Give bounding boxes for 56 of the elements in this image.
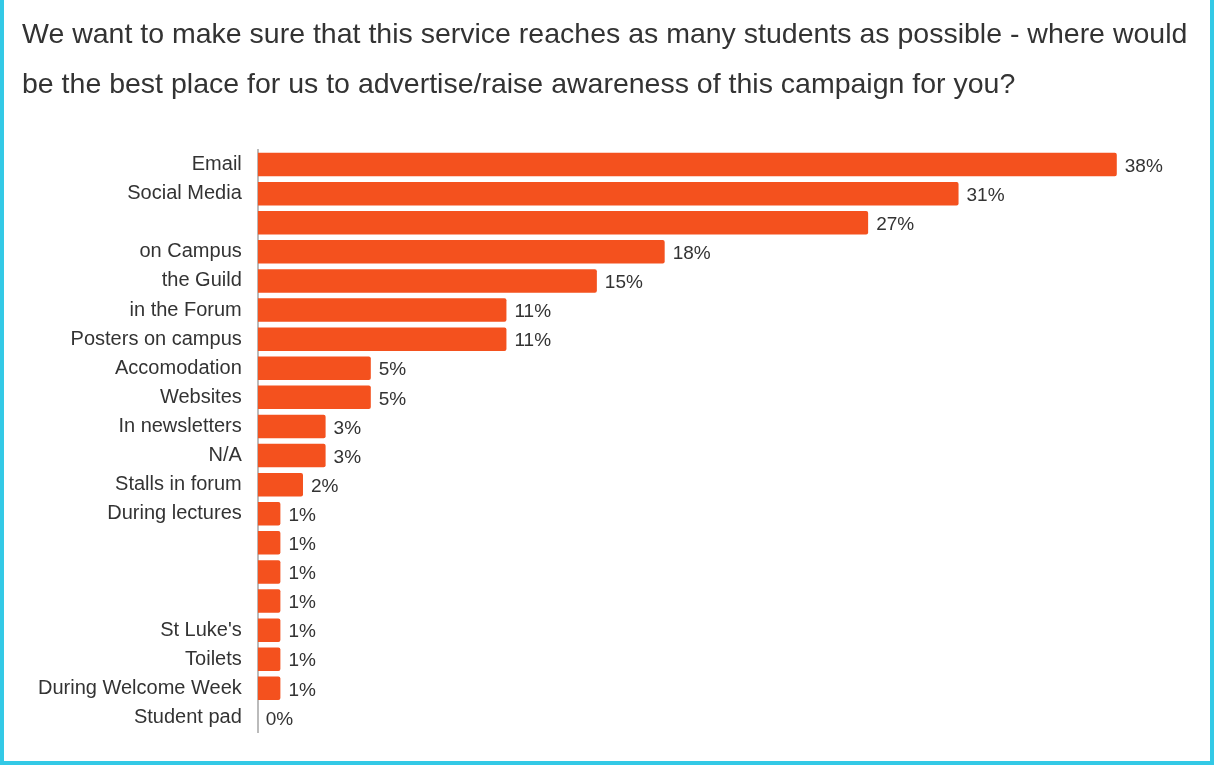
bar — [257, 589, 281, 613]
bar — [257, 472, 303, 497]
y-tick-label: Student pad — [133, 704, 242, 727]
bar — [257, 152, 1117, 177]
data-label: 5% — [378, 387, 407, 409]
data-label: 0% — [265, 707, 294, 729]
bar — [257, 385, 371, 410]
data-label: 11% — [514, 329, 552, 351]
data-label: 15% — [604, 271, 643, 293]
bar — [257, 414, 326, 439]
y-tick-label: Accomodation — [115, 355, 242, 378]
y-tick-label: in the Forum — [129, 297, 242, 320]
y-tick-label: the Guild — [161, 268, 242, 291]
y-tick-label: on Campus — [139, 239, 242, 262]
data-label: 3% — [333, 416, 362, 438]
data-label: 1% — [288, 678, 316, 700]
chart-title: We want to make sure that this service reaches as many students as possible - where would be the best place for us to advertise/raise awareness of this campaign for you? — [22, 16, 1189, 101]
y-tick-label: During lectures — [107, 501, 242, 524]
bar — [257, 211, 869, 235]
data-label: 1% — [288, 649, 316, 671]
bar — [257, 647, 281, 671]
y-tick-label: During Welcome Week — [38, 675, 243, 698]
data-label: 38% — [1124, 154, 1163, 176]
y-tick-label: In newsletters — [118, 413, 242, 436]
bar — [257, 560, 281, 584]
data-label: 5% — [378, 358, 407, 380]
data-label: 27% — [876, 212, 915, 234]
y-tick-label: Toilets — [185, 646, 242, 669]
y-tick-label: N/A — [208, 443, 243, 466]
bar — [257, 356, 371, 380]
bar — [257, 676, 281, 701]
bar — [257, 269, 597, 293]
data-label: 1% — [288, 503, 316, 525]
bar — [257, 618, 281, 642]
data-label: 1% — [288, 533, 316, 555]
y-tick-label: Websites — [159, 384, 242, 407]
data-label: 31% — [966, 183, 1005, 205]
data-label: 11% — [514, 300, 552, 322]
bar — [257, 240, 665, 264]
bar — [257, 443, 326, 468]
data-label: 2% — [310, 474, 339, 496]
bar — [257, 531, 281, 555]
y-tick-label: Email — [191, 152, 242, 175]
y-tick-label: Posters on campus — [70, 326, 242, 349]
data-label: 3% — [333, 445, 362, 467]
data-label: 18% — [672, 242, 711, 264]
y-tick-label: Social Media — [127, 181, 243, 204]
y-tick-label: Stalls in forum — [115, 472, 242, 495]
data-label: 1% — [288, 562, 316, 584]
y-tick-label: St Luke's — [160, 617, 242, 640]
bar — [257, 327, 507, 351]
data-label: 1% — [288, 591, 316, 613]
bar — [257, 298, 507, 322]
data-label: 1% — [288, 620, 316, 642]
bar — [257, 181, 959, 206]
bar — [257, 502, 281, 526]
